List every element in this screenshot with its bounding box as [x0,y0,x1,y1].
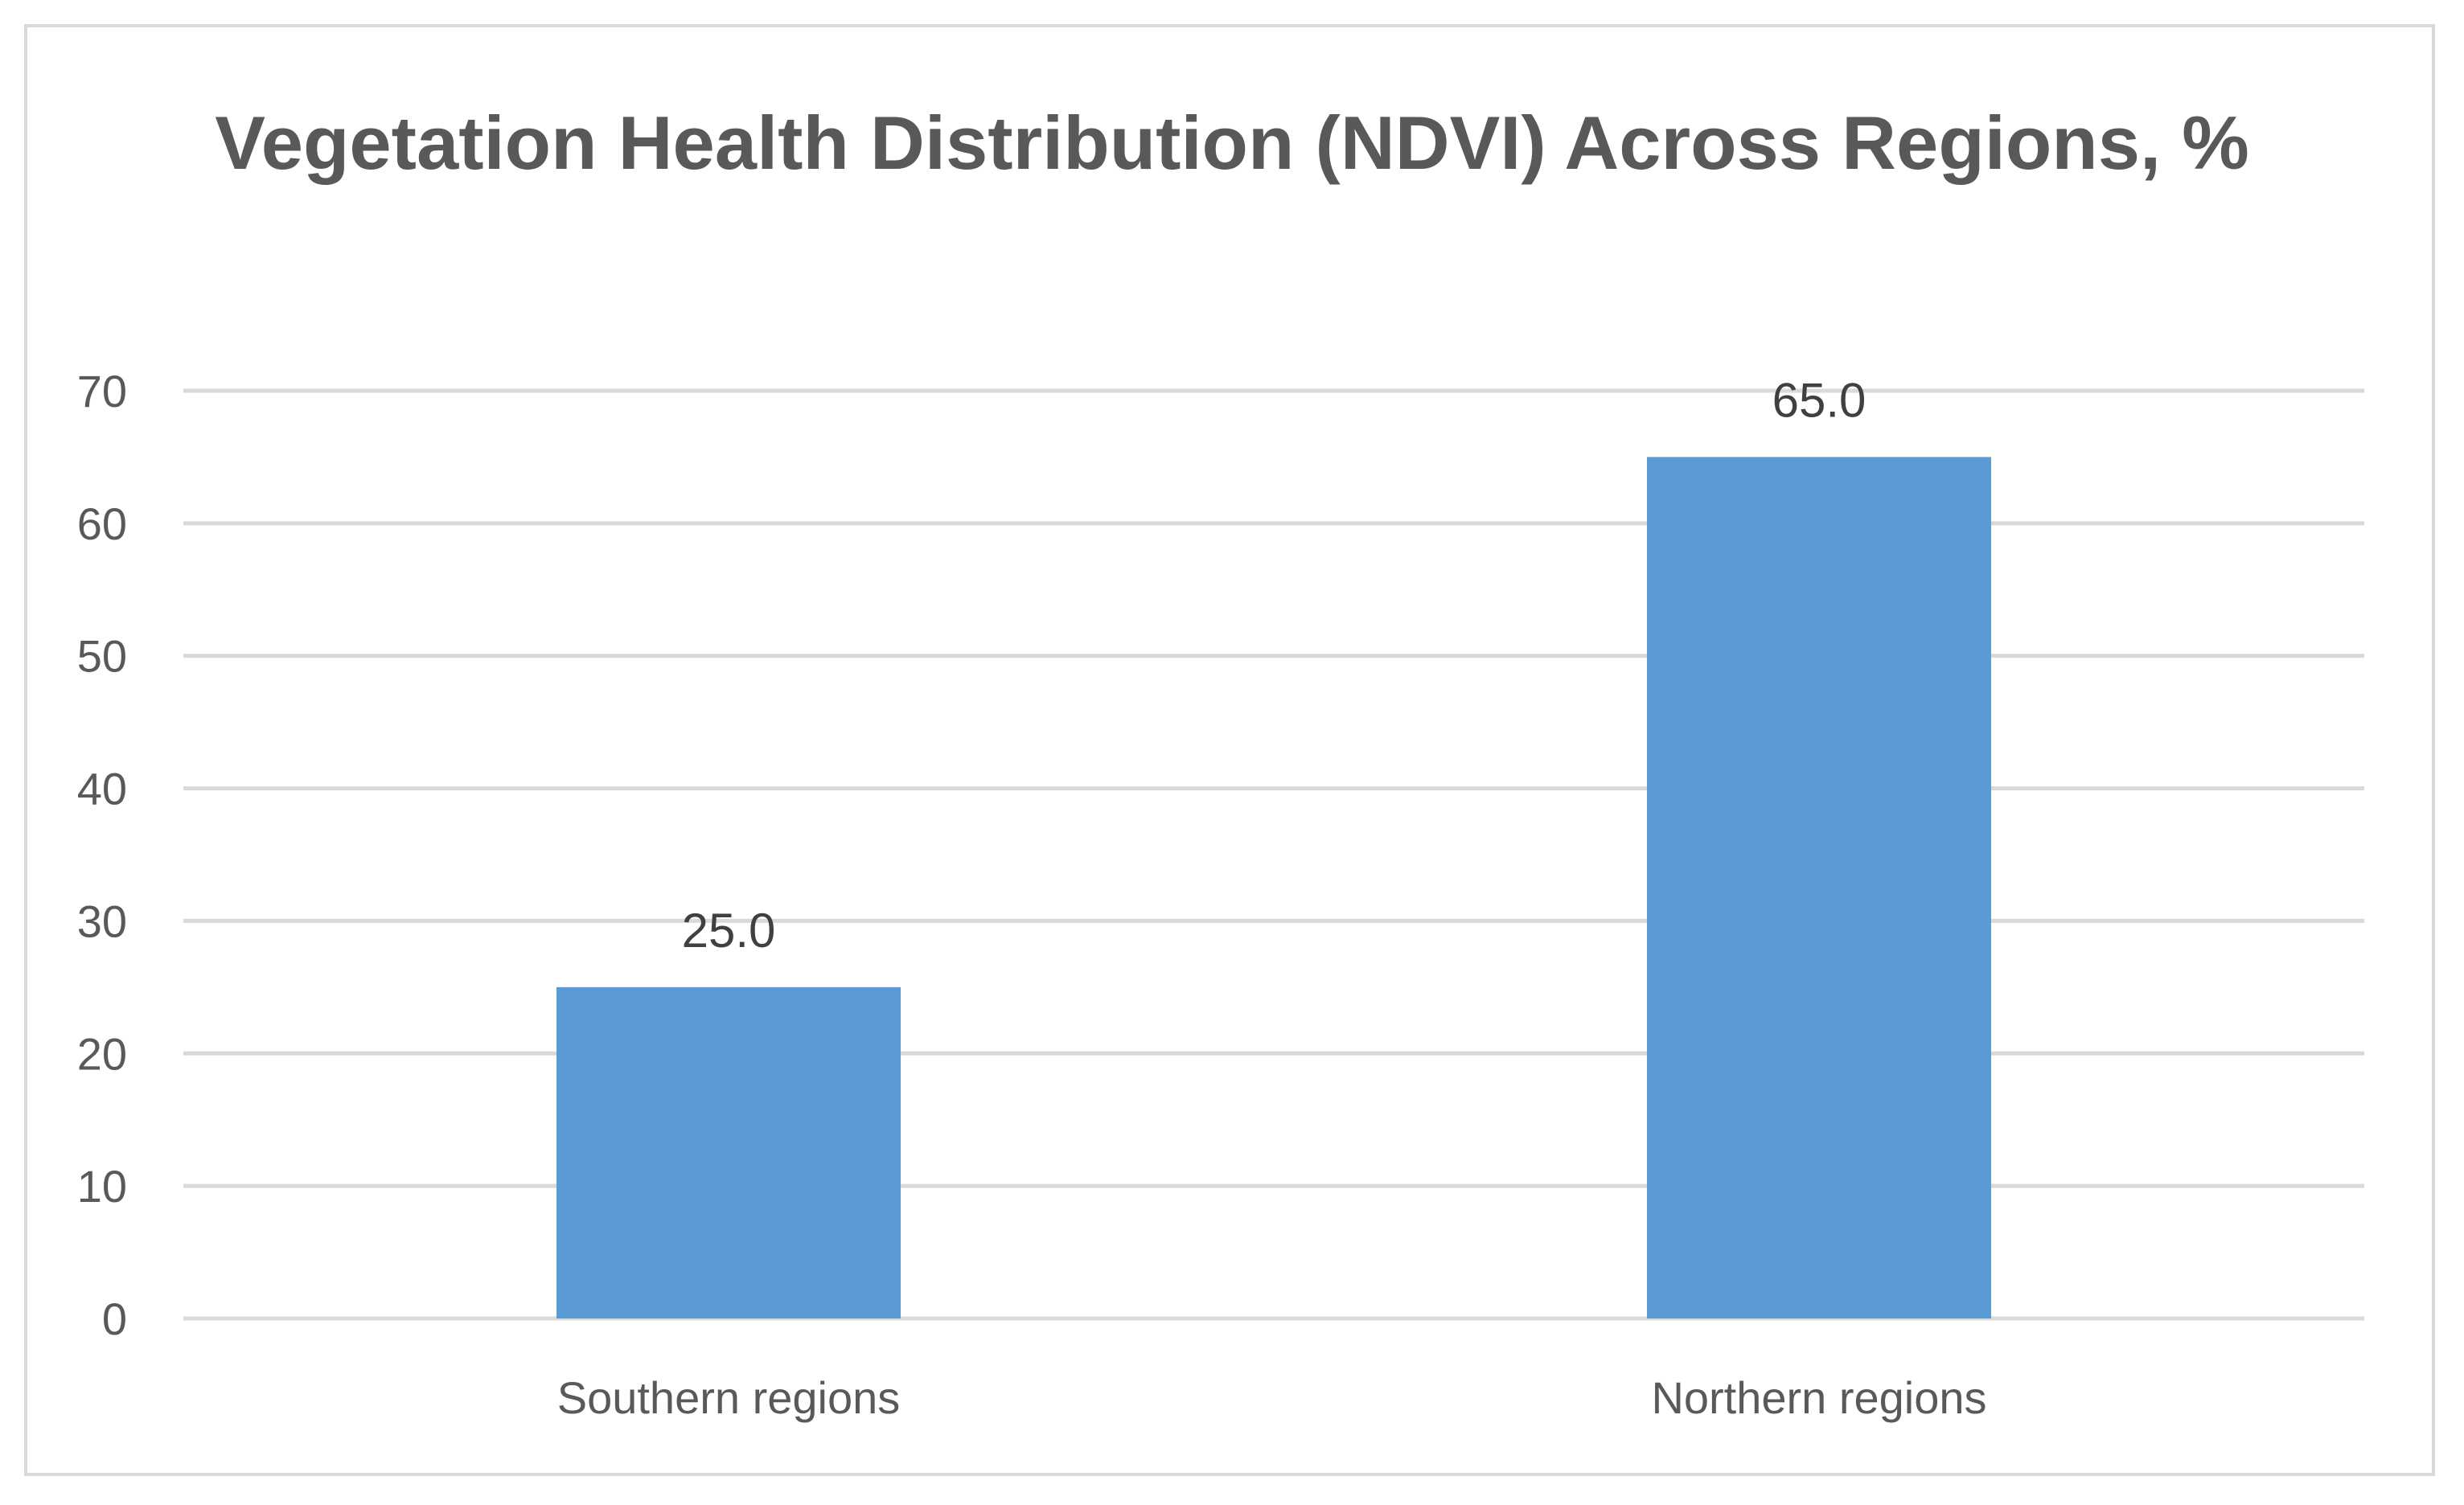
bar-southern-regions [556,986,901,1318]
y-tick-label: 30 [77,896,127,946]
bar-northern-regions [1647,457,1991,1318]
y-tick-label: 20 [77,1028,127,1079]
chart-title: Vegetation Health Distribution (NDVI) Ac… [215,100,2249,185]
x-axis-tick-labels: Southern regions Northern regions [557,1372,1987,1423]
y-tick-label: 60 [77,498,127,549]
data-label: 65.0 [1772,373,1866,427]
y-axis-tick-labels: 0 10 20 30 40 50 60 70 [77,366,127,1344]
data-labels: 25.0 65.0 [682,373,1866,957]
data-label: 25.0 [682,904,776,958]
gridlines [183,388,2364,1321]
y-tick-label: 0 [102,1294,127,1344]
y-tick-label: 50 [77,631,127,682]
y-tick-label: 70 [77,366,127,416]
bars [556,457,1991,1318]
y-tick-label: 10 [77,1161,127,1212]
x-tick-label: Northern regions [1651,1372,1986,1423]
x-tick-label: Southern regions [557,1372,901,1423]
chart-frame [24,24,2435,1476]
y-tick-label: 40 [77,764,127,814]
